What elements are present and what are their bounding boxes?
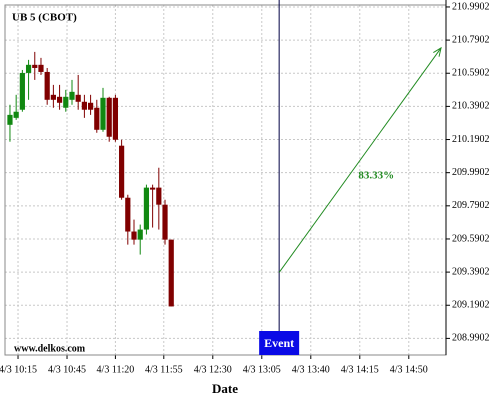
event-label: Event: [264, 336, 294, 350]
candle-body: [94, 107, 100, 130]
x-tick-label: 4/3 14:15: [341, 364, 379, 375]
candle-body: [7, 114, 13, 125]
event-box: [259, 331, 300, 355]
y-tick-label: 209.5902: [452, 233, 490, 244]
candle-body: [119, 145, 125, 198]
x-tick-label: 4/3 11:55: [145, 364, 183, 375]
candle-body: [162, 204, 168, 240]
y-tick-label: 209.7902: [452, 200, 490, 211]
candle-body: [87, 102, 94, 110]
candle-body: [112, 97, 119, 140]
x-tick-label: 4/3 13:05: [243, 364, 281, 375]
arrow-head: [433, 46, 442, 57]
candle-body: [156, 187, 162, 205]
candle-body: [137, 229, 143, 240]
candle-body: [81, 101, 87, 110]
y-tick-label: 209.1902: [452, 300, 490, 311]
x-tick-label: 4/3 10:15: [0, 364, 37, 375]
x-tick-label: 4/3 13:40: [292, 364, 330, 375]
x-tick-label: 4/3 11:20: [97, 364, 135, 375]
y-tick-label: 209.9902: [452, 167, 490, 178]
x-tick-label: 4/3 10:45: [48, 364, 86, 375]
candle-body: [143, 187, 150, 230]
candle-body: [13, 111, 19, 118]
chart-title: UB 5 (CBOT): [12, 12, 77, 24]
y-tick-label: 210.1902: [452, 134, 490, 145]
candle-body: [56, 96, 63, 103]
candle-body: [69, 91, 75, 100]
candle-body: [44, 71, 50, 100]
y-tick-label: 209.3902: [452, 266, 490, 277]
candle-body: [38, 64, 44, 72]
arrow-line: [278, 47, 442, 273]
candle-body: [25, 64, 32, 73]
x-axis-label: Date: [212, 381, 238, 396]
candle-body: [75, 94, 81, 102]
y-tick-label: 208.9902: [452, 333, 490, 344]
candle-body: [100, 97, 106, 130]
y-tick-label: 210.3902: [452, 101, 490, 112]
y-tick-label: 210.5902: [452, 68, 490, 79]
candle-body: [150, 187, 156, 190]
candle-body: [125, 197, 131, 232]
candle-body: [50, 94, 56, 100]
candle-body: [131, 231, 137, 240]
candle-body: [168, 239, 174, 307]
y-tick-label: 210.7902: [452, 34, 490, 45]
arrow-label: 83.33%: [358, 169, 394, 181]
x-tick-label: 4/3 12:30: [194, 364, 232, 375]
candle-body: [106, 97, 112, 137]
candle-body: [19, 72, 25, 110]
candle-body: [32, 64, 38, 68]
y-tick-label: 210.9902: [452, 1, 490, 12]
x-tick-label: 4/3 14:50: [390, 364, 428, 375]
candle-body: [63, 96, 69, 108]
watermark: www.delkos.com: [14, 343, 86, 354]
